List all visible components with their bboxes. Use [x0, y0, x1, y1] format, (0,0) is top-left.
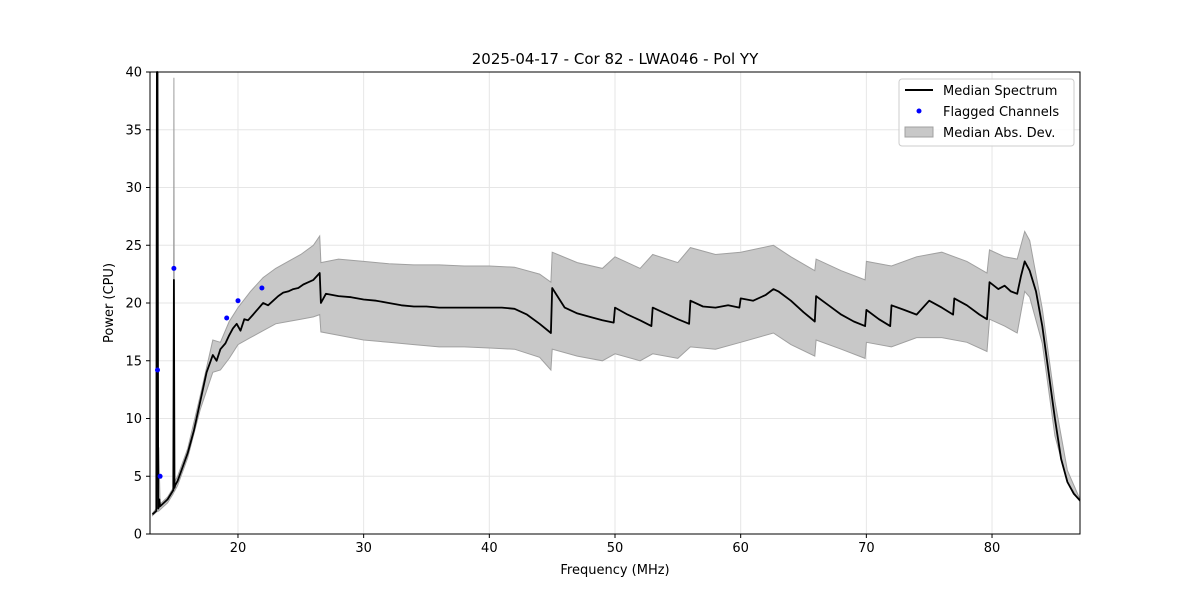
legend: Median Spectrum Flagged Channels Median … — [898, 78, 1075, 147]
legend-band-swatch — [904, 126, 934, 138]
y-tick-label: 40 — [125, 66, 142, 81]
y-tick-label: 30 — [125, 181, 142, 196]
flagged-channel-point — [259, 285, 265, 291]
y-tick-label: 35 — [125, 123, 142, 138]
y-tick-label: 15 — [125, 354, 142, 369]
flagged-channel-point — [171, 265, 177, 271]
y-tick-label: 5 — [134, 470, 142, 485]
y-tick-label: 25 — [125, 239, 142, 254]
x-axis-ticks: 20 30 40 50 60 70 80 — [230, 534, 1001, 556]
legend-band-label: Median Abs. Dev. — [943, 126, 1055, 141]
y-tick-label: 0 — [134, 528, 142, 543]
x-tick-label: 40 — [481, 541, 498, 556]
y-tick-label: 10 — [125, 412, 142, 427]
x-tick-label: 20 — [230, 541, 247, 556]
chart-title: 2025-04-17 - Cor 82 - LWA046 - Pol YY — [472, 50, 759, 68]
legend-median-label: Median Spectrum — [943, 84, 1057, 99]
flagged-channels-series — [155, 265, 265, 479]
legend-flagged-label: Flagged Channels — [943, 105, 1059, 120]
x-tick-label: 50 — [607, 541, 624, 556]
x-tick-label: 70 — [858, 541, 875, 556]
flagged-channel-point — [235, 298, 241, 304]
x-tick-label: 30 — [355, 541, 372, 556]
flagged-channel-point — [155, 367, 160, 373]
flagged-channel-point — [224, 315, 230, 321]
y-axis-label: Power (CPU) — [102, 263, 117, 343]
flagged-channel-point — [157, 473, 163, 479]
x-tick-label: 60 — [732, 541, 749, 556]
median-spectrum-line — [151, 71, 1081, 516]
legend-box — [898, 78, 1075, 147]
y-axis-ticks: 0 5 10 15 20 25 30 35 40 — [125, 66, 150, 543]
legend-flagged-swatch — [916, 108, 922, 114]
x-tick-label: 80 — [984, 541, 1001, 556]
x-axis-label: Frequency (MHz) — [560, 563, 669, 578]
y-tick-label: 20 — [125, 297, 142, 312]
median-spectrum-series — [151, 71, 1081, 516]
